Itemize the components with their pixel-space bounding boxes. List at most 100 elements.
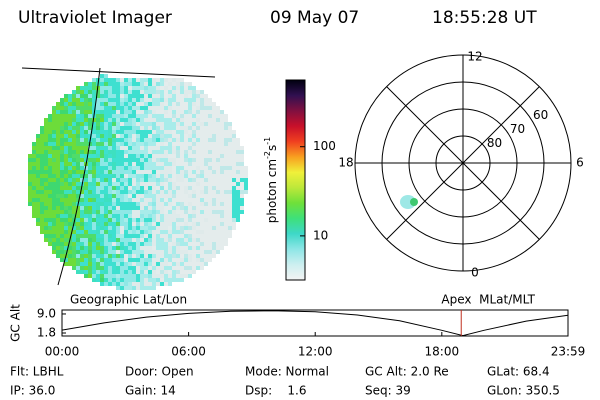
image-pixel — [216, 142, 220, 146]
image-pixel — [60, 242, 64, 246]
image-pixel — [48, 118, 52, 122]
image-pixel — [192, 86, 196, 90]
image-pixel — [80, 178, 84, 182]
image-pixel — [40, 178, 44, 182]
image-pixel — [212, 214, 216, 218]
image-pixel — [112, 246, 116, 250]
image-pixel — [240, 186, 244, 190]
image-pixel — [152, 90, 156, 94]
image-pixel — [80, 194, 84, 198]
image-pixel — [136, 254, 140, 258]
image-pixel — [52, 110, 56, 114]
image-pixel — [184, 214, 188, 218]
image-pixel — [200, 258, 204, 262]
image-pixel — [184, 266, 188, 270]
image-pixel — [128, 90, 132, 94]
image-pixel — [128, 254, 132, 258]
image-pixel — [132, 178, 136, 182]
image-pixel — [112, 98, 116, 102]
image-pixel — [124, 194, 128, 198]
image-pixel — [204, 126, 208, 130]
image-pixel — [32, 206, 36, 210]
image-pixel — [164, 198, 168, 202]
image-pixel — [120, 178, 124, 182]
image-pixel — [84, 262, 88, 266]
image-pixel — [100, 202, 104, 206]
image-pixel — [120, 234, 124, 238]
image-pixel — [104, 190, 108, 194]
image-pixel — [72, 262, 76, 266]
image-pixel — [184, 114, 188, 118]
image-pixel — [184, 102, 188, 106]
image-pixel — [140, 266, 144, 270]
image-pixel — [96, 270, 100, 274]
image-pixel — [28, 198, 32, 202]
image-pixel — [88, 246, 92, 250]
image-pixel — [160, 138, 164, 142]
image-pixel — [96, 150, 100, 154]
image-pixel — [164, 182, 168, 186]
image-pixel — [108, 106, 112, 110]
image-pixel — [144, 170, 148, 174]
image-pixel — [172, 266, 176, 270]
image-pixel — [132, 170, 136, 174]
image-pixel — [128, 158, 132, 162]
image-pixel — [156, 246, 160, 250]
image-pixel — [220, 122, 224, 126]
image-pixel — [172, 122, 176, 126]
image-pixel — [100, 118, 104, 122]
image-pixel — [96, 126, 100, 130]
image-pixel — [164, 234, 168, 238]
image-pixel — [208, 246, 212, 250]
image-pixel — [44, 190, 48, 194]
image-pixel — [120, 162, 124, 166]
image-pixel — [144, 214, 148, 218]
image-pixel — [84, 146, 88, 150]
image-pixel — [48, 242, 52, 246]
image-pixel — [136, 250, 140, 254]
image-pixel — [176, 118, 180, 122]
image-pixel — [88, 118, 92, 122]
image-pixel — [192, 154, 196, 158]
image-pixel — [96, 166, 100, 170]
image-pixel — [152, 258, 156, 262]
image-pixel — [56, 210, 60, 214]
image-pixel — [188, 182, 192, 186]
image-pixel — [120, 106, 124, 110]
image-pixel — [164, 210, 168, 214]
image-pixel — [124, 262, 128, 266]
image-pixel — [212, 170, 216, 174]
image-pixel — [220, 218, 224, 222]
image-pixel — [208, 102, 212, 106]
image-pixel — [96, 78, 100, 82]
image-pixel — [144, 166, 148, 170]
image-pixel — [64, 258, 68, 262]
image-pixel — [136, 270, 140, 274]
image-pixel — [192, 250, 196, 254]
image-pixel — [180, 206, 184, 210]
image-pixel — [156, 262, 160, 266]
image-pixel — [144, 206, 148, 210]
image-pixel — [208, 158, 212, 162]
image-pixel — [192, 150, 196, 154]
image-pixel — [216, 234, 220, 238]
image-pixel — [152, 162, 156, 166]
image-pixel — [36, 146, 40, 150]
image-pixel — [164, 90, 168, 94]
image-pixel — [156, 150, 160, 154]
image-pixel — [212, 162, 216, 166]
image-pixel — [44, 118, 48, 122]
image-pixel — [64, 214, 68, 218]
image-pixel — [92, 158, 96, 162]
image-pixel — [132, 234, 136, 238]
image-pixel — [140, 182, 144, 186]
image-pixel — [48, 238, 52, 242]
image-pixel — [68, 246, 72, 250]
image-pixel — [100, 90, 104, 94]
image-pixel — [168, 250, 172, 254]
image-pixel — [156, 278, 160, 282]
image-pixel — [184, 90, 188, 94]
image-pixel — [60, 102, 64, 106]
image-pixel — [172, 206, 176, 210]
image-pixel — [208, 106, 212, 110]
